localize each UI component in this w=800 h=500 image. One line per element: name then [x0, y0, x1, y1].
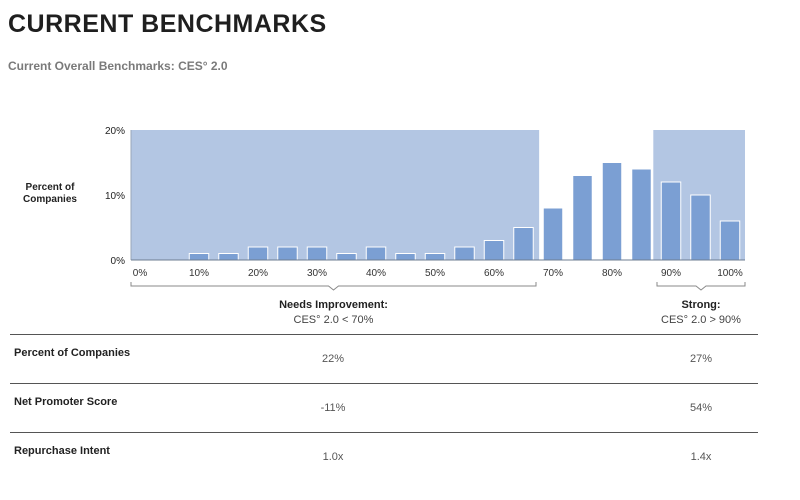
- x-tick-label: 10%: [189, 268, 209, 279]
- x-tick-label: 60%: [484, 268, 504, 279]
- bar: [188, 253, 210, 261]
- needs-improvement-value: 22%: [321, 353, 345, 365]
- table-row: Net Promoter Score -11% 54%: [10, 383, 758, 432]
- x-tick-label: 40%: [366, 268, 386, 279]
- page-subtitle: Current Overall Benchmarks: CES° 2.0: [8, 59, 228, 73]
- region-annotation-title: Needs Improvement:: [279, 299, 388, 311]
- bar: [218, 253, 239, 261]
- bar: [454, 246, 475, 261]
- x-tick-label: 0%: [133, 268, 148, 279]
- bar: [631, 168, 652, 261]
- bar: [483, 240, 505, 261]
- y-tick-label: 20%: [105, 126, 125, 137]
- bar: [690, 194, 711, 261]
- table-row: Percent of Companies 22% 27%: [10, 334, 758, 383]
- region-annotation-title: Strong:: [681, 299, 720, 311]
- bar: [601, 162, 623, 261]
- bar: [395, 253, 416, 261]
- x-tick-label: 80%: [602, 268, 622, 279]
- x-tick-label: 50%: [425, 268, 445, 279]
- y-tick-label: 10%: [105, 191, 125, 202]
- needs-improvement-brace: [130, 282, 537, 291]
- region-annotation-subtitle: CES° 2.0 < 70%: [294, 314, 374, 326]
- row-label: Net Promoter Score: [14, 396, 118, 408]
- page-title: CURRENT BENCHMARKS: [8, 10, 327, 38]
- row-label: Repurchase Intent: [14, 445, 110, 457]
- x-tick-label: 70%: [543, 268, 563, 279]
- x-tick-label: 30%: [307, 268, 327, 279]
- x-tick-label: 20%: [248, 268, 268, 279]
- bar: [513, 227, 534, 261]
- table-row: Repurchase Intent 1.0x 1.4x: [10, 432, 758, 481]
- y-tick-label: 0%: [111, 256, 126, 267]
- strong-value: 54%: [689, 402, 713, 414]
- y-axis-label: Percent of: [26, 182, 76, 193]
- bar: [719, 220, 741, 261]
- y-axis-label: Companies: [23, 194, 77, 205]
- bar: [572, 175, 593, 261]
- bar: [306, 246, 328, 261]
- needs-improvement-value: 1.0x: [322, 451, 344, 463]
- bar: [277, 246, 298, 261]
- benchmark-table: Percent of Companies 22% 27% Net Promote…: [10, 334, 758, 481]
- needs-improvement-value: -11%: [320, 402, 346, 414]
- x-tick-label: 90%: [661, 268, 681, 279]
- strong-value: 27%: [689, 353, 713, 365]
- x-tick-label: 100%: [717, 268, 743, 279]
- needs-improvement-region: [131, 130, 540, 260]
- bar: [247, 246, 269, 261]
- bar: [424, 253, 446, 261]
- bar: [336, 253, 357, 261]
- strong-brace: [656, 282, 746, 291]
- bar: [542, 207, 564, 261]
- bar: [660, 181, 682, 261]
- region-annotation-subtitle: CES° 2.0 > 90%: [661, 314, 741, 326]
- row-label: Percent of Companies: [14, 347, 131, 359]
- strong-value: 1.4x: [690, 451, 712, 463]
- bar: [365, 246, 387, 261]
